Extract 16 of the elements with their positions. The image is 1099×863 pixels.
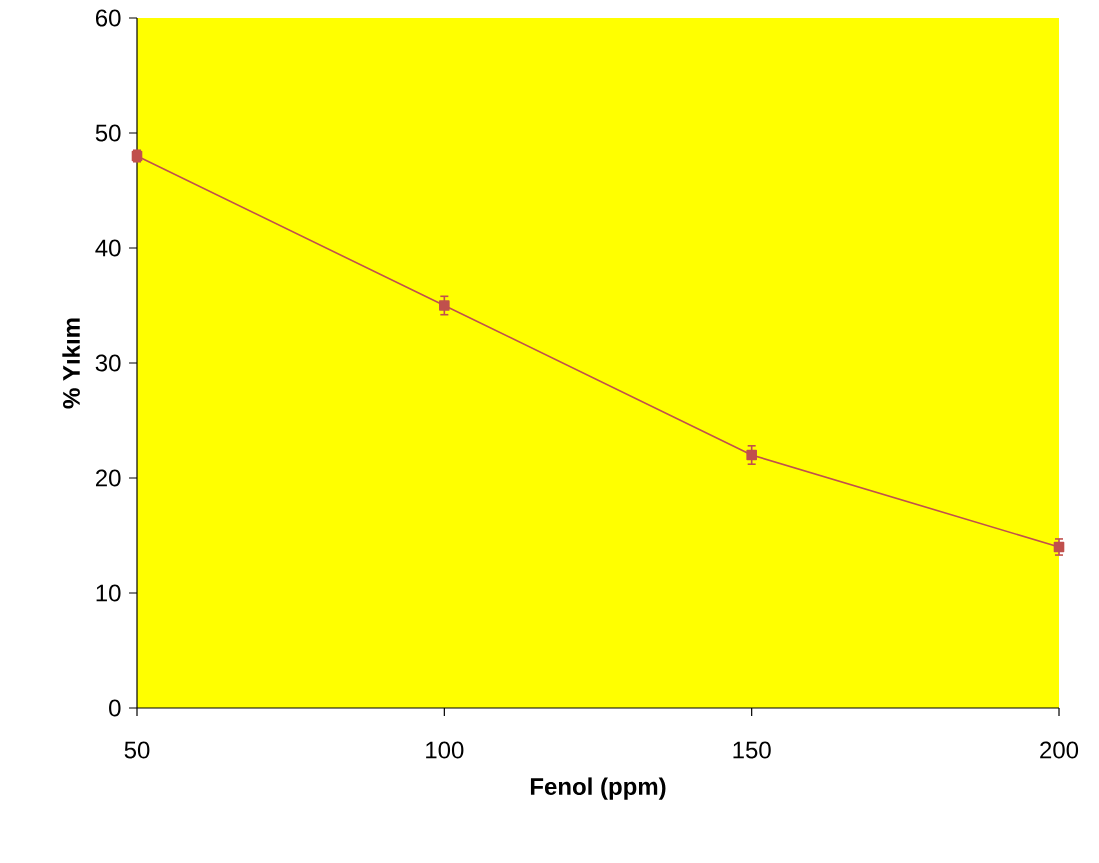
x-tick-label: 50	[124, 741, 150, 759]
y-tick-label: 20	[95, 469, 121, 487]
y-tick-label: 0	[109, 699, 121, 717]
x-tick-label: 150	[733, 741, 771, 759]
y-tick-label: 30	[95, 354, 121, 372]
x-tick-label: 100	[426, 741, 464, 759]
x-axis-title: Fenol (ppm)	[530, 777, 666, 800]
y-tick-label: 50	[95, 124, 121, 142]
point	[746, 449, 757, 461]
y-axis-title: % Yıkım	[62, 318, 80, 409]
y-tick-label: 10	[96, 584, 121, 602]
y-tick-label: 40	[95, 239, 121, 257]
y-tick-label: 60	[96, 9, 121, 27]
point	[439, 300, 450, 311]
point	[131, 150, 143, 162]
x-tick-label: 200	[1040, 741, 1079, 759]
